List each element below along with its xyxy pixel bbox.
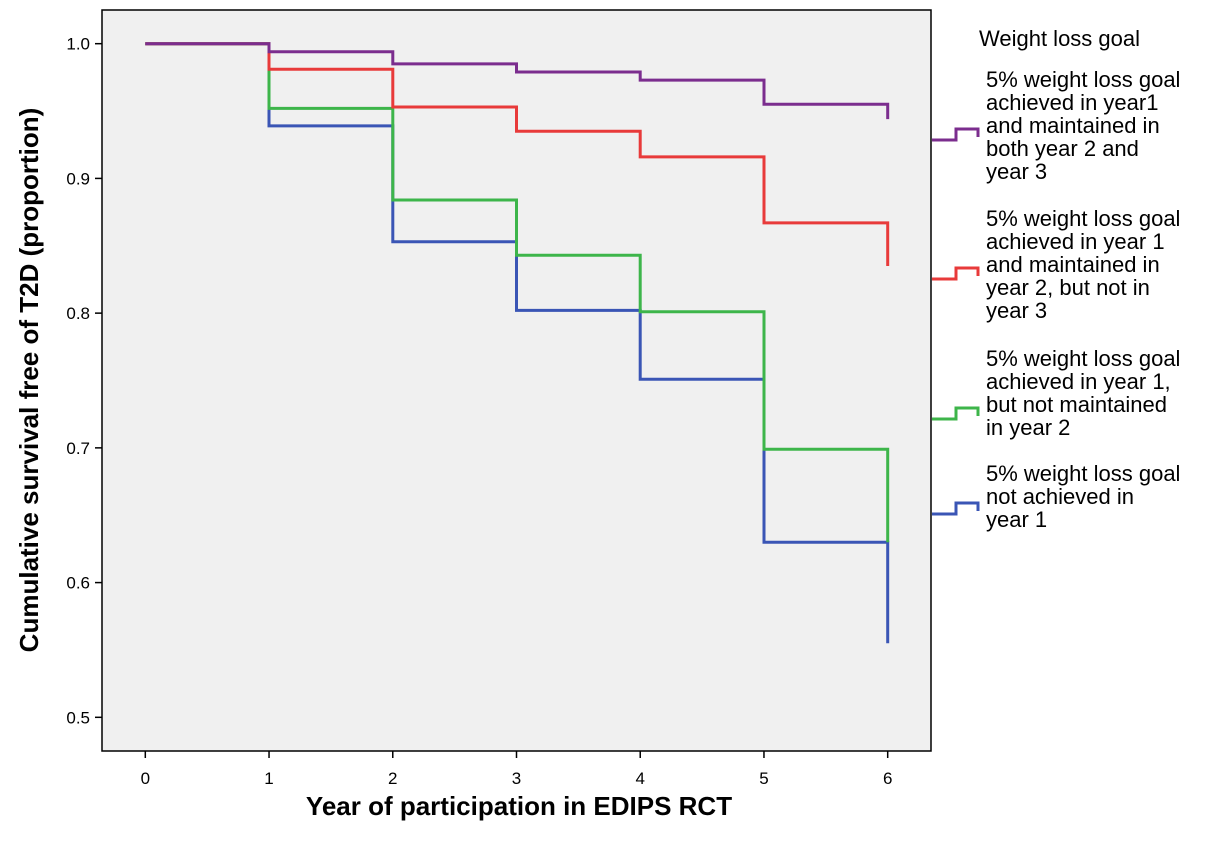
- series-line: [145, 42, 890, 543]
- legend-label: year 2, but not in: [986, 275, 1150, 300]
- legend-swatch: [932, 501, 980, 516]
- legend-label: 5% weight loss goal: [986, 67, 1180, 92]
- x-tick-label: 1: [264, 769, 273, 788]
- series-line: [145, 42, 890, 266]
- y-tick-label: 0.6: [66, 574, 90, 593]
- y-tick-label: 0.8: [66, 304, 90, 323]
- series-lines: [145, 42, 890, 644]
- legend-label: but not maintained: [986, 392, 1167, 417]
- legend-label: year 3: [986, 159, 1047, 184]
- legend-label: 5% weight loss goal: [986, 206, 1180, 231]
- plot-area: [101, 9, 932, 752]
- x-axis-title: Year of participation in EDIPS RCT: [306, 791, 732, 821]
- legend-label: 5% weight loss goal: [986, 461, 1180, 486]
- legend-swatch: [932, 127, 980, 142]
- legend-title: Weight loss goal: [979, 26, 1140, 51]
- legend-label: in year 2: [986, 415, 1070, 440]
- legend-swatch: [932, 266, 980, 281]
- legend-label: and maintained in: [986, 252, 1160, 277]
- y-tick-label: 0.5: [66, 708, 90, 727]
- x-tick-label: 2: [388, 769, 397, 788]
- legend-label: year 3: [986, 298, 1047, 323]
- series-line: [145, 42, 890, 644]
- legend-swatch: [932, 406, 980, 421]
- y-axis: 0.5 0.6 0.7 0.8 0.9 1.0: [66, 35, 102, 727]
- y-tick-label: 0.7: [66, 439, 90, 458]
- x-axis: 0 1 2 3 4 5 6: [141, 751, 892, 788]
- x-tick-label: 6: [883, 769, 892, 788]
- legend-label: and maintained in: [986, 113, 1160, 138]
- legend-label: 5% weight loss goal: [986, 346, 1180, 371]
- x-tick-label: 4: [635, 769, 644, 788]
- legend-label: achieved in year1: [986, 90, 1158, 115]
- x-tick-label: 3: [512, 769, 521, 788]
- legend-label: achieved in year 1: [986, 229, 1165, 254]
- x-tick-label: 0: [141, 769, 150, 788]
- y-tick-label: 1.0: [66, 35, 90, 54]
- legend-label: both year 2 and: [986, 136, 1139, 161]
- y-axis-title: Cumulative survival free of T2D (proport…: [14, 108, 44, 653]
- legend-label: not achieved in: [986, 484, 1134, 509]
- series-line: [145, 42, 890, 120]
- x-tick-label: 5: [759, 769, 768, 788]
- y-tick-label: 0.9: [66, 169, 90, 188]
- legend-label: year 1: [986, 507, 1047, 532]
- legend: Weight loss goal 5% weight loss goalachi…: [932, 26, 1180, 532]
- legend-label: achieved in year 1,: [986, 369, 1171, 394]
